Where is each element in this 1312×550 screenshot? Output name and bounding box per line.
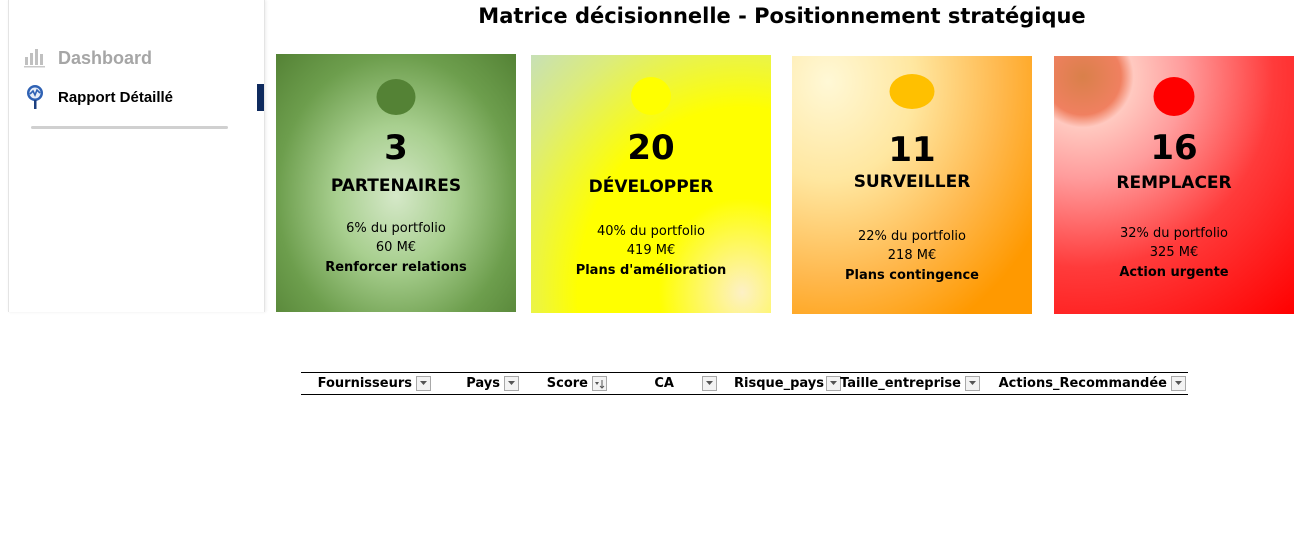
column-label: Taille_entreprise — [840, 376, 961, 391]
card-amount: 325 M€ — [1149, 245, 1199, 260]
sidebar-item-dashboard[interactable]: Dashboard — [23, 45, 152, 71]
card-label: DÉVELOPPER — [588, 177, 714, 197]
column-label: Score — [546, 376, 588, 391]
card-amount: 419 M€ — [626, 243, 676, 258]
card-amount: 218 M€ — [887, 248, 937, 263]
table-header: Fournisseurs Pays Score CA Risque_pays — [301, 372, 1188, 395]
column-header-score: Score — [520, 373, 608, 394]
card-developper: 20 DÉVELOPPER 40% du portfolio 419 M€ Pl… — [531, 55, 771, 313]
card-surveiller: 11 SURVEILLER 22% du portfolio 218 M€ Pl… — [792, 56, 1032, 314]
sidebar-item-rapport[interactable]: Rapport Détaillé — [23, 84, 173, 110]
column-header-taille-entreprise: Taille_entreprise — [840, 373, 981, 394]
card-action: Plans d'amélioration — [575, 263, 727, 278]
card-action: Action urgente — [1119, 265, 1229, 280]
column-label: Risque_pays — [734, 376, 824, 391]
sort-filter-icon[interactable] — [592, 376, 607, 391]
filter-dropdown-icon[interactable] — [826, 376, 841, 391]
card-percentage: 6% du portfolio — [346, 221, 446, 236]
column-header-fournisseurs: Fournisseurs — [301, 373, 432, 394]
card-action: Renforcer relations — [325, 260, 467, 275]
bar-chart-icon — [23, 45, 49, 71]
filter-dropdown-icon[interactable] — [1171, 376, 1186, 391]
column-header-pays: Pays — [432, 373, 520, 394]
column-header-ca: CA — [608, 373, 718, 394]
magnifier-chart-icon — [23, 84, 49, 110]
column-label: Actions_Recommandée — [998, 376, 1167, 391]
filter-dropdown-icon[interactable] — [416, 376, 431, 391]
card-percentage: 40% du portfolio — [596, 224, 705, 239]
card-label: REMPLACER — [1116, 173, 1232, 193]
card-label: PARTENAIRES — [330, 176, 462, 196]
card-percentage: 22% du portfolio — [857, 229, 966, 244]
active-indicator — [257, 84, 264, 111]
status-dot — [889, 74, 935, 109]
status-dot — [376, 79, 416, 115]
column-label: CA — [654, 376, 674, 391]
sidebar-item-label: Rapport Détaillé — [58, 88, 174, 106]
filter-dropdown-icon[interactable] — [965, 376, 980, 391]
card-count: 3 — [384, 128, 408, 168]
column-header-actions-recommandee: Actions_Recommandée — [981, 373, 1187, 394]
card-action: Plans contingence — [845, 268, 979, 283]
filter-dropdown-icon[interactable] — [702, 376, 717, 391]
status-dot — [631, 77, 671, 115]
column-label: Pays — [466, 376, 500, 391]
sidebar-item-label: Dashboard — [58, 47, 153, 68]
column-label: Fournisseurs — [317, 376, 412, 391]
sidebar: Dashboard Rapport Détaillé — [8, 0, 265, 312]
card-count: 16 — [1150, 128, 1198, 168]
card-label: SURVEILLER — [853, 172, 971, 192]
card-count: 20 — [627, 128, 675, 168]
column-header-risque-pays: Risque_pays — [718, 373, 842, 394]
card-partenaires: 3 PARTENAIRES 6% du portfolio 60 M€ Renf… — [276, 54, 516, 312]
filter-dropdown-icon[interactable] — [504, 376, 519, 391]
card-count: 11 — [888, 130, 936, 170]
status-dot — [1153, 77, 1195, 116]
page-title: Matrice décisionnelle - Positionnement s… — [478, 4, 1086, 28]
card-remplacer: 16 REMPLACER 32% du portfolio 325 M€ Act… — [1054, 56, 1294, 314]
divider — [31, 126, 228, 129]
card-amount: 60 M€ — [375, 240, 417, 255]
card-percentage: 32% du portfolio — [1119, 226, 1228, 241]
